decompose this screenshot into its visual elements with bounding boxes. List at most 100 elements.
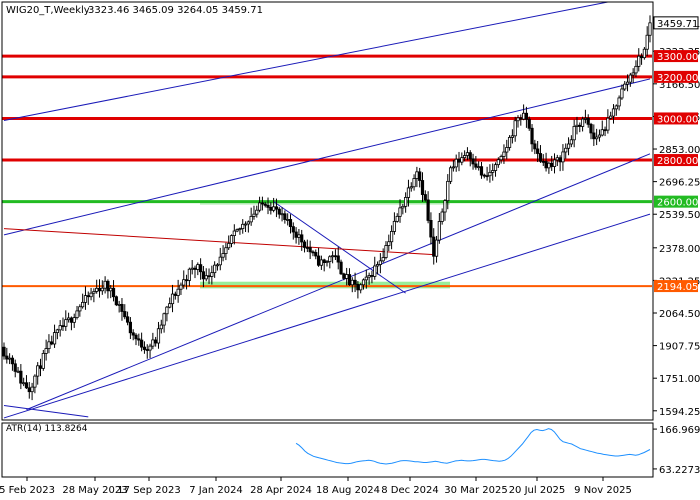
candle-body-down bbox=[134, 334, 138, 340]
candle bbox=[485, 166, 489, 181]
candle-body-down bbox=[69, 317, 74, 323]
time-tick-label: 9 Nov 2025 bbox=[574, 485, 632, 496]
candle bbox=[8, 353, 12, 365]
candle-body-up bbox=[412, 178, 416, 188]
candle bbox=[55, 328, 59, 340]
candle-body-down bbox=[482, 174, 486, 177]
candle-body-down bbox=[120, 303, 124, 312]
candle-body-up bbox=[297, 234, 301, 238]
candle bbox=[367, 272, 371, 285]
candle bbox=[173, 291, 177, 300]
level-label-text-1: 3200.00 bbox=[657, 73, 698, 84]
candle bbox=[241, 219, 245, 234]
candle-body-up bbox=[637, 55, 641, 67]
candle-body-down bbox=[524, 112, 529, 120]
candle-body-up bbox=[72, 317, 76, 323]
candle-body-up bbox=[257, 202, 262, 211]
level-label-text-2: 3000.00 bbox=[657, 114, 698, 125]
candle bbox=[384, 241, 388, 260]
candle-body-down bbox=[269, 206, 273, 211]
candle bbox=[375, 261, 380, 275]
candle bbox=[22, 377, 26, 387]
candle bbox=[356, 281, 360, 299]
candle bbox=[30, 382, 34, 401]
candle-body-up bbox=[272, 206, 276, 211]
time-tick-label: 28 Apr 2024 bbox=[250, 485, 312, 496]
candle bbox=[190, 259, 194, 275]
level-label-text-5: 2194.05 bbox=[657, 282, 698, 293]
candle bbox=[345, 267, 349, 286]
candle bbox=[547, 161, 551, 174]
candle-body-down bbox=[199, 264, 203, 273]
candle-body-down bbox=[550, 162, 554, 167]
candle bbox=[510, 129, 514, 144]
candle-body-up bbox=[156, 328, 161, 344]
candle-body-down bbox=[86, 295, 90, 298]
level-label-box-3 bbox=[654, 154, 698, 167]
candle bbox=[243, 221, 248, 233]
candle-body-down bbox=[154, 339, 158, 344]
candle-body-up bbox=[238, 228, 242, 231]
candle-body-up bbox=[67, 317, 71, 321]
candle-body-up bbox=[179, 284, 183, 290]
candle-body-down bbox=[274, 206, 279, 210]
candles bbox=[2, 15, 652, 401]
candle bbox=[409, 182, 413, 192]
candle bbox=[274, 198, 279, 218]
candle bbox=[513, 116, 517, 142]
candle bbox=[106, 279, 110, 299]
candle bbox=[291, 222, 295, 240]
candle-body-up bbox=[187, 268, 191, 281]
candle-body-up bbox=[648, 22, 652, 36]
candle-body-down bbox=[339, 261, 343, 275]
candle bbox=[224, 242, 228, 261]
candle bbox=[482, 173, 486, 179]
candle bbox=[342, 272, 346, 281]
candle bbox=[359, 283, 363, 294]
candle-body-up bbox=[600, 129, 604, 136]
candle bbox=[406, 179, 411, 207]
candle-body-up bbox=[552, 159, 557, 167]
candle bbox=[493, 162, 498, 177]
candle bbox=[555, 154, 559, 167]
candle bbox=[429, 212, 433, 245]
support-zone-0 bbox=[200, 281, 450, 289]
candle bbox=[142, 341, 147, 354]
candle bbox=[41, 349, 45, 371]
candle-body-up bbox=[392, 220, 397, 232]
candle-body-down bbox=[558, 157, 562, 163]
candle bbox=[27, 382, 31, 399]
support-zones bbox=[200, 201, 450, 289]
candle-body-up bbox=[448, 167, 453, 182]
candle bbox=[109, 285, 113, 299]
trendline-4 bbox=[3, 404, 89, 418]
candle-body-up bbox=[328, 256, 332, 262]
candle bbox=[378, 253, 382, 274]
candle bbox=[544, 152, 548, 172]
candle-body-down bbox=[24, 382, 29, 389]
candle-body-down bbox=[5, 355, 9, 360]
candle bbox=[114, 295, 118, 307]
candle bbox=[465, 147, 470, 161]
candle bbox=[404, 192, 408, 213]
candle bbox=[415, 166, 419, 188]
candle-body-down bbox=[283, 213, 287, 220]
candle bbox=[218, 247, 222, 271]
candle-body-up bbox=[215, 264, 220, 267]
candle bbox=[373, 256, 377, 280]
candle-body-up bbox=[190, 267, 194, 270]
candle bbox=[527, 116, 531, 131]
trendline-1 bbox=[3, 78, 651, 236]
candle bbox=[111, 280, 116, 302]
candle bbox=[558, 155, 562, 172]
candle-body-down bbox=[457, 158, 461, 163]
candle bbox=[589, 122, 593, 140]
candle-body-down bbox=[353, 279, 357, 285]
candle-body-up bbox=[434, 239, 439, 257]
level-label-box-4 bbox=[654, 195, 698, 208]
candle bbox=[69, 316, 74, 331]
candle bbox=[61, 317, 65, 331]
candle bbox=[311, 250, 315, 257]
candle-body-up bbox=[378, 260, 382, 265]
candle bbox=[631, 68, 635, 84]
